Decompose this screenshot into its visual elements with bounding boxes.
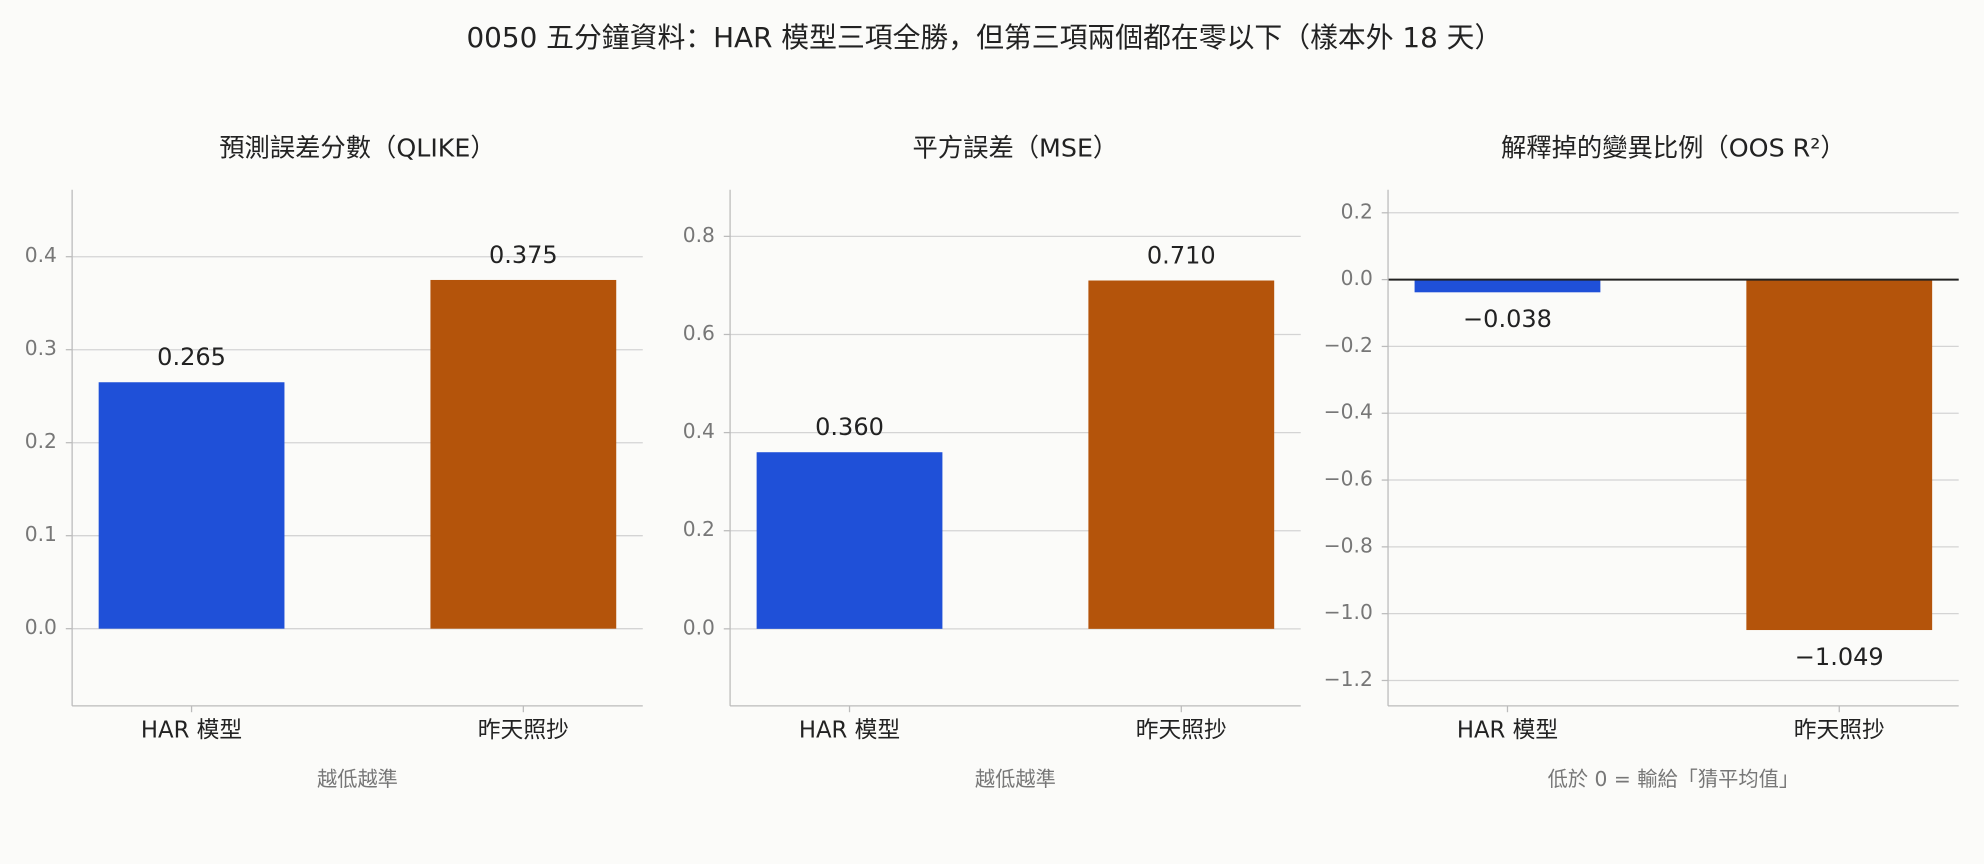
y-tick-label: 0.4 xyxy=(683,419,715,443)
bar xyxy=(1088,280,1275,629)
bar xyxy=(756,452,943,629)
bar xyxy=(1746,279,1933,631)
bar xyxy=(1414,279,1601,293)
y-tick-label: −0.2 xyxy=(1324,333,1373,357)
x-tick-label: HAR 模型 xyxy=(141,718,242,744)
y-tick-label: 0.2 xyxy=(1341,199,1373,223)
figure-title: 0050 五分鐘資料：HAR 模型三項全勝，但第三項兩個都在零以下（樣本外 18… xyxy=(466,21,1502,54)
y-tick-label: 0.0 xyxy=(683,615,715,639)
x-tick-label: HAR 模型 xyxy=(799,718,900,744)
y-tick-label: 0.4 xyxy=(25,243,57,267)
y-tick-label: 0.0 xyxy=(25,615,57,639)
y-tick-label: 0.1 xyxy=(25,522,57,546)
value-label: 0.710 xyxy=(1147,241,1216,269)
x-tick-label: 昨天照抄 xyxy=(478,718,569,744)
chart-title: 解釋掉的變異比例（OOS R²） xyxy=(1501,133,1846,162)
value-label: −0.038 xyxy=(1463,305,1552,333)
y-tick-label: −0.8 xyxy=(1324,533,1373,557)
bar xyxy=(98,382,285,629)
y-tick-label: −1.2 xyxy=(1324,667,1373,691)
y-tick-label: 0.3 xyxy=(25,336,57,360)
value-label: 0.265 xyxy=(157,343,226,371)
y-tick-label: −1.0 xyxy=(1324,600,1373,624)
y-tick-label: 0.2 xyxy=(683,517,715,541)
y-tick-label: 0.8 xyxy=(683,223,715,247)
chart-title: 預測誤差分數（QLIKE） xyxy=(219,133,495,162)
x-axis-label: 越低越準 xyxy=(317,767,398,791)
x-axis-label: 低於 0 = 輸給「猜平均值」 xyxy=(1548,767,1799,791)
chart-title: 平方誤差（MSE） xyxy=(913,133,1119,162)
value-label: 0.360 xyxy=(815,413,884,441)
y-tick-label: −0.4 xyxy=(1324,400,1373,424)
value-label: −1.049 xyxy=(1795,643,1884,671)
x-tick-label: 昨天照抄 xyxy=(1794,718,1885,744)
y-tick-label: 0.2 xyxy=(25,429,57,453)
x-tick-label: 昨天照抄 xyxy=(1136,718,1227,744)
y-tick-label: 0.6 xyxy=(683,321,715,345)
y-tick-label: −0.6 xyxy=(1324,467,1373,491)
value-label: 0.375 xyxy=(489,241,558,269)
x-tick-label: HAR 模型 xyxy=(1457,718,1558,744)
bar xyxy=(430,279,617,629)
x-axis-label: 越低越準 xyxy=(975,767,1056,791)
y-tick-label: 0.0 xyxy=(1341,266,1373,290)
